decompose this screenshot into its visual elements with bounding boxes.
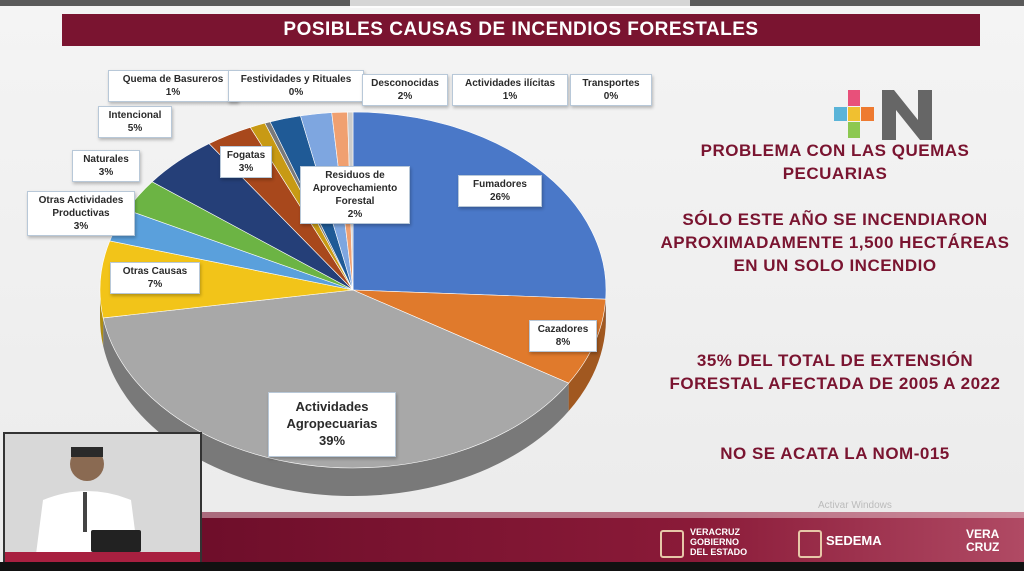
text-porcentaje: 35% DEL TOTAL DE EXTENSIÓN FORESTAL AFEC… xyxy=(669,351,1001,393)
label-fogatas-pct: 3% xyxy=(238,163,254,174)
label-agro-name2: Agropecuarias xyxy=(286,415,378,431)
text-incendiaron: SÓLO ESTE AÑO SE INCENDIARON APROXIMADAM… xyxy=(660,210,1010,275)
label-residuos-pct: 2% xyxy=(347,209,363,220)
label-transportes-pct: 0% xyxy=(603,91,619,102)
label-transportes: Transportes 0% xyxy=(570,74,652,106)
veracruz-emblem-icon xyxy=(660,530,684,558)
label-naturales-pct: 3% xyxy=(98,167,114,178)
label-agro-pct: 39% xyxy=(318,432,346,448)
label-otras-causas: Otras Causas 7% xyxy=(110,262,200,294)
label-naturales-name: Naturales xyxy=(83,154,129,165)
label-otras-causas-pct: 7% xyxy=(147,279,163,290)
label-otras-act-name2: Productivas xyxy=(52,208,110,219)
label-ilicitas-name: Actividades ilícitas xyxy=(464,78,556,89)
label-intencional-pct: 5% xyxy=(127,123,143,134)
label-cazadores: Cazadores 8% xyxy=(529,320,597,352)
label-ilicitas-pct: 1% xyxy=(502,91,518,102)
label-quema-name: Quema de Basureros xyxy=(122,74,224,85)
label-fogatas: Fogatas 3% xyxy=(220,146,272,178)
pie-slice-actividades-agropecuarias xyxy=(102,289,570,469)
pie-side-3 xyxy=(100,290,104,346)
video-thumbnail xyxy=(3,432,202,564)
label-desconocidas: Desconocidas 2% xyxy=(362,74,448,106)
label-otras-act-pct: 3% xyxy=(73,221,89,232)
news-logo-icon xyxy=(834,90,932,140)
pie-slice-otras-causas xyxy=(99,240,354,319)
pie-side-1 xyxy=(568,299,606,412)
label-otras-actividades: Otras Actividades Productivas 3% xyxy=(27,191,135,236)
page-title: POSIBLES CAUSAS DE INCENDIOS FORESTALES xyxy=(283,19,759,40)
label-festividades-name: Festividades y Rituales xyxy=(240,74,352,85)
label-intencional: Intencional 5% xyxy=(98,106,172,138)
label-ilicitas: Actividades ilícitas 1% xyxy=(452,74,568,106)
label-fumadores: Fumadores 26% xyxy=(458,175,542,207)
footer-sedema: SEDEMA xyxy=(826,533,882,548)
label-cazadores-pct: 8% xyxy=(555,337,571,348)
label-fumadores-name: Fumadores xyxy=(473,179,527,190)
label-intencional-name: Intencional xyxy=(108,110,162,121)
speaker-figure-icon xyxy=(5,434,200,562)
bottom-bar xyxy=(0,562,1024,571)
label-fumadores-pct: 26% xyxy=(489,192,510,203)
label-transportes-name: Transportes xyxy=(582,78,640,89)
pie-side-2 xyxy=(103,317,569,497)
label-residuos-name2: Aprovechamiento xyxy=(312,183,398,194)
header-overlay xyxy=(350,0,690,8)
label-festividades: Festividades y Rituales 0% xyxy=(228,70,364,102)
label-residuos: Residuos de Aprovechamiento Forestal 2% xyxy=(300,166,410,224)
footer-veracruz-logo: VERA CRUZ xyxy=(966,527,1000,555)
title-bar: POSIBLES CAUSAS DE INCENDIOS FORESTALES xyxy=(62,14,980,46)
footer-veracruz-gobierno: VERACRUZ GOBIERNO DEL ESTADO xyxy=(690,527,748,557)
label-otras-causas-name: Otras Causas xyxy=(122,266,188,277)
label-desconocidas-pct: 2% xyxy=(397,91,413,102)
label-residuos-name1: Residuos de xyxy=(325,170,385,181)
label-desconocidas-name: Desconocidas xyxy=(371,78,439,89)
windows-watermark: Activar Windows xyxy=(818,500,892,511)
label-quema-pct: 1% xyxy=(165,87,181,98)
sedema-emblem-icon xyxy=(798,530,822,558)
label-cazadores-name: Cazadores xyxy=(537,324,589,335)
label-naturales: Naturales 3% xyxy=(72,150,140,182)
label-quema-basureros: Quema de Basureros 1% xyxy=(108,70,238,102)
text-nom: NO SE ACATA LA NOM-015 xyxy=(720,444,950,463)
label-agropecuarias: Actividades Agropecuarias 39% xyxy=(268,392,396,457)
label-residuos-name3: Forestal xyxy=(335,196,375,207)
footer-highlight xyxy=(198,512,1024,518)
text-problema: PROBLEMA CON LAS QUEMAS PECUARIAS xyxy=(700,141,970,183)
footer-bar xyxy=(198,512,1024,562)
label-otras-act-name1: Otras Actividades xyxy=(38,195,124,206)
label-agro-name1: Actividades xyxy=(295,399,369,414)
label-fogatas-name: Fogatas xyxy=(226,150,266,161)
label-festividades-pct: 0% xyxy=(288,87,304,98)
